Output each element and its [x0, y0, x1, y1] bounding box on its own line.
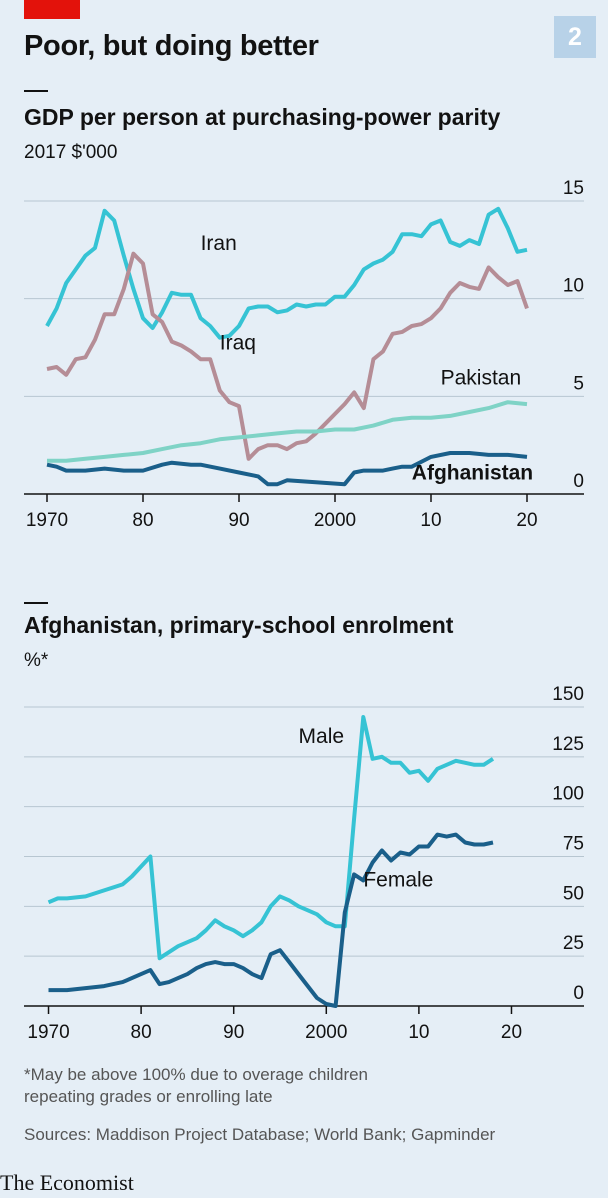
afghanistan-series-label: Afghanistan [412, 461, 533, 484]
iraq-series-label: Iraq [220, 331, 256, 354]
female-series-line [48, 832, 494, 1008]
afghanistan-series-line [46, 451, 528, 487]
page-title: Poor, but doing better [24, 30, 319, 62]
c2-xtick-label-4: 10 [408, 1022, 429, 1043]
female-series-label: Female [363, 868, 433, 891]
footnote-line2: repeating grades or enrolling late [24, 1087, 273, 1106]
c1-xtick-label-1: 80 [132, 510, 153, 531]
c2-xtick-label-2: 90 [223, 1022, 244, 1043]
chart2-unit: %* [24, 650, 49, 671]
iran-series-label: Iran [201, 232, 237, 255]
c2-ytick-label-4: 100 [552, 784, 584, 805]
iran-series-line [45, 206, 528, 340]
c1-xtick-label-4: 10 [420, 510, 441, 531]
c1-ytick-label-3: 15 [563, 178, 584, 199]
c1-xtick-label-0: 1970 [26, 510, 68, 531]
c2-ytick-label-1: 25 [563, 933, 584, 954]
iraq-series-line [46, 251, 529, 461]
chart1-title: GDP per person at purchasing-power parit… [24, 104, 501, 130]
chart2-rule [24, 602, 48, 604]
enrolment-chart: 0 25 50 75 100 125 150 1970 80 90 2000 10 20 Male Fema… [24, 684, 584, 1043]
footnote-line1: *May be above 100% due to overage childr… [24, 1065, 369, 1084]
male-series-line [47, 715, 495, 961]
economist-logo: The Economist [0, 1170, 134, 1195]
chart1-rule [24, 90, 48, 92]
gdp-chart: 0 5 10 15 1970 80 90 2000 10 20 Iran Iraq Pakistan Af… [24, 178, 584, 531]
pakistan-series-line [47, 400, 528, 463]
c2-xtick-label-3: 2000 [305, 1022, 347, 1043]
chart1-unit: 2017 $'000 [24, 142, 118, 163]
c1-ytick-label-1: 5 [573, 373, 584, 394]
c2-xtick-label-5: 20 [501, 1022, 522, 1043]
chart-number-badge: 2 [554, 16, 596, 58]
c2-xtick-label-0: 1970 [27, 1022, 69, 1043]
c1-xtick-label-2: 90 [228, 510, 249, 531]
c2-xtick-label-1: 80 [131, 1022, 152, 1043]
c2-ytick-label-6: 150 [552, 684, 584, 705]
c2-ytick-label-0: 0 [573, 983, 584, 1004]
c2-ytick-label-5: 125 [552, 734, 584, 755]
economist-red-tag [24, 0, 80, 19]
c2-ytick-label-2: 50 [563, 883, 584, 904]
pakistan-series-label: Pakistan [441, 367, 522, 390]
c2-ytick-label-3: 75 [563, 834, 584, 855]
c1-xtick-label-3: 2000 [314, 510, 356, 531]
c1-ytick-label-0: 0 [573, 471, 584, 492]
c1-ytick-label-2: 10 [563, 276, 584, 297]
male-series-label: Male [299, 725, 345, 748]
chart2-title: Afghanistan, primary-school enrolment [24, 612, 454, 638]
c1-xtick-label-5: 20 [516, 510, 537, 531]
sources-line: Sources: Maddison Project Database; Worl… [24, 1125, 496, 1144]
